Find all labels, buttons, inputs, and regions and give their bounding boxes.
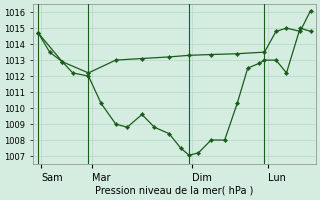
X-axis label: Pression niveau de la mer( hPa ): Pression niveau de la mer( hPa ) (95, 186, 253, 196)
